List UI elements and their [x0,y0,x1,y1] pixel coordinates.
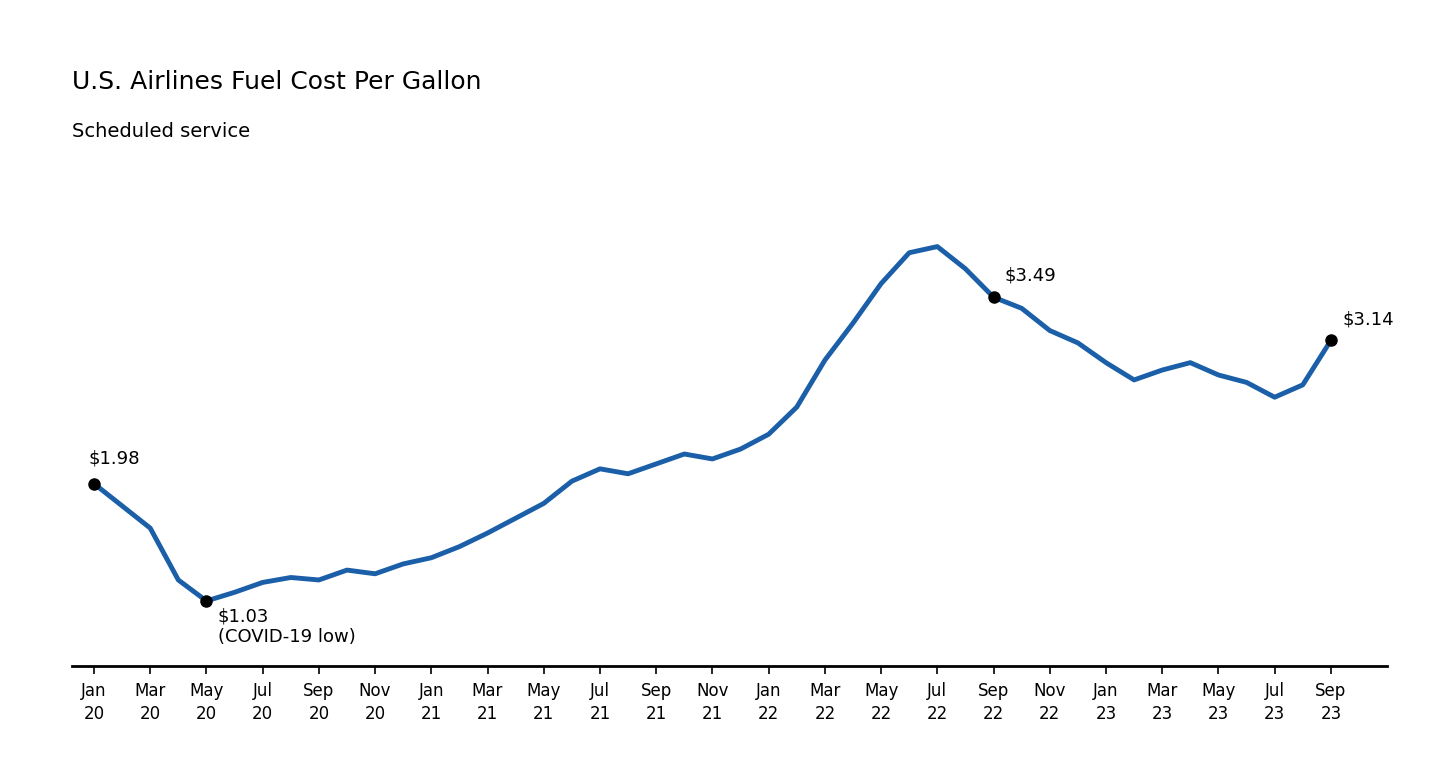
Text: U.S. Airlines Fuel Cost Per Gallon: U.S. Airlines Fuel Cost Per Gallon [72,70,480,94]
Text: $3.14: $3.14 [1343,310,1394,328]
Text: $1.03
(COVID-19 low): $1.03 (COVID-19 low) [217,607,356,646]
Text: Scheduled service: Scheduled service [72,122,250,141]
Text: $3.49: $3.49 [1005,267,1057,285]
Text: $1.98: $1.98 [89,449,140,467]
